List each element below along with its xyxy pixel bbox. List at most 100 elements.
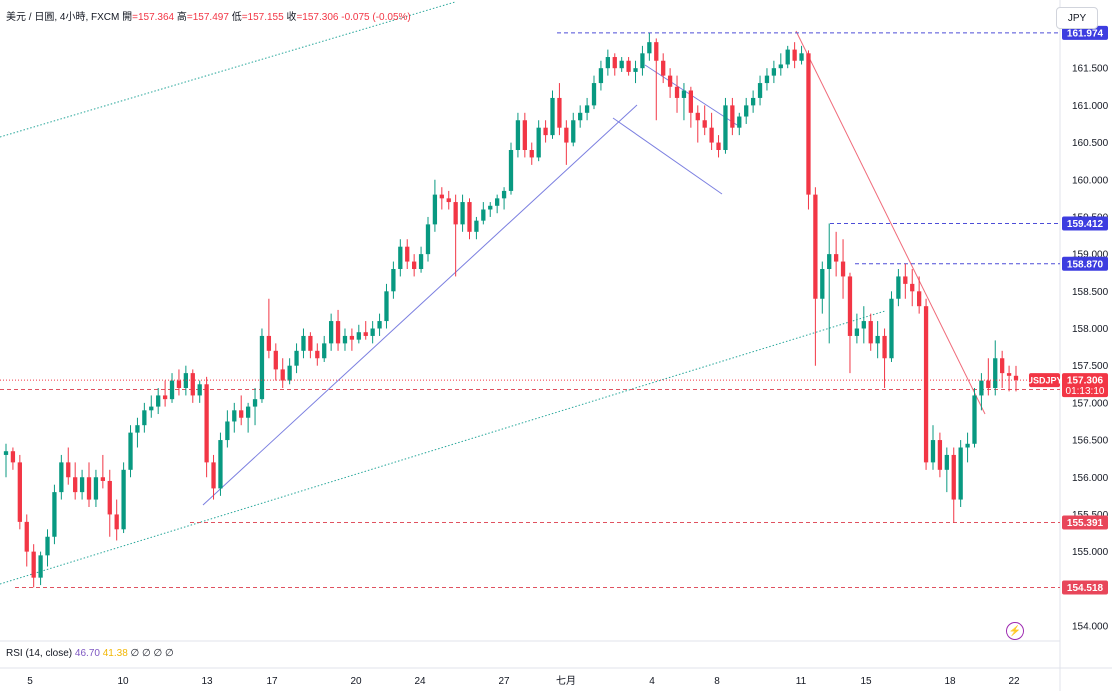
candle-body <box>328 321 334 344</box>
candle-body <box>1006 373 1012 376</box>
candle-body <box>792 49 797 61</box>
symbol-label: USDJPY <box>1026 376 1062 386</box>
y-tick-label: 158.500 <box>1072 287 1109 298</box>
candle-body <box>495 198 500 206</box>
candle-body <box>301 335 306 351</box>
candle-body <box>100 477 105 481</box>
candle-body <box>578 112 583 121</box>
x-tick-label: 11 <box>796 676 807 687</box>
candle-body <box>827 254 832 269</box>
candle-body <box>903 276 908 284</box>
candle-body <box>861 321 866 329</box>
candle-body <box>453 202 458 225</box>
candle-body <box>515 120 521 150</box>
price-level-label: 159.412 <box>1067 219 1104 230</box>
x-tick-label: 22 <box>1008 676 1020 687</box>
candle-body <box>702 120 707 128</box>
candle-body <box>287 365 292 381</box>
candle-body <box>38 555 43 578</box>
candle-body <box>944 454 949 470</box>
lightning-icon[interactable]: ⚡ <box>1006 622 1024 640</box>
candle-body <box>799 53 804 61</box>
candle-body <box>508 150 514 191</box>
candle-body <box>501 190 507 199</box>
rsi-value-1: 46.70 <box>74 648 100 659</box>
candle-body <box>121 469 126 530</box>
channel-upper-line <box>0 1 456 138</box>
y-tick-label: 155.500 <box>1072 510 1109 521</box>
candle-body <box>481 209 486 221</box>
candle-body <box>557 97 562 128</box>
candle-body <box>958 447 963 500</box>
y-tick-label: 154.000 <box>1072 622 1109 633</box>
candle-body <box>363 332 368 336</box>
rsi-legend: RSI (14, close) 46.70 41.38 ∅ ∅ ∅ ∅ <box>6 648 174 659</box>
candle-body <box>156 395 161 407</box>
candle-body <box>889 298 894 359</box>
candle-body <box>813 194 818 299</box>
candle-body <box>847 276 853 336</box>
candle-body <box>598 68 604 84</box>
candle-body <box>757 83 763 98</box>
candle-body <box>1013 375 1019 381</box>
candle-body <box>107 480 112 515</box>
candle-body <box>398 246 403 269</box>
candle-body <box>467 202 472 232</box>
candle-body <box>986 380 991 388</box>
price-level-tag <box>1062 216 1108 231</box>
x-tick-label: 13 <box>201 676 213 687</box>
candle-body <box>356 332 361 340</box>
candle-body <box>529 150 534 158</box>
y-tick-label: 156.500 <box>1072 436 1109 447</box>
downtrend-line <box>795 30 986 415</box>
candle-body <box>460 202 465 225</box>
candle-body <box>550 97 555 136</box>
candle-body <box>418 254 424 269</box>
candle-body <box>674 86 680 98</box>
candle-body <box>370 328 375 336</box>
candle-body <box>405 246 410 262</box>
candle-body <box>896 276 901 299</box>
candle-body <box>183 373 189 388</box>
candle-body <box>252 399 258 407</box>
candle-body <box>972 395 977 444</box>
low-value: =157.155 <box>241 12 284 23</box>
candle-body <box>10 451 16 463</box>
candle-body <box>750 97 756 106</box>
x-tick-label: 18 <box>944 676 956 687</box>
candle-body <box>232 410 237 422</box>
candle-body <box>522 120 527 150</box>
rsi-extra: ∅ ∅ ∅ ∅ <box>130 648 174 659</box>
candle-body <box>910 283 915 292</box>
candle-body <box>135 425 140 433</box>
countdown-label: 01:13:10 <box>1066 386 1105 397</box>
candle-body <box>571 120 576 143</box>
price-level-tag <box>1062 256 1108 271</box>
candle-body <box>349 335 355 340</box>
candle-body <box>951 454 956 500</box>
x-tick-label: 15 <box>860 676 872 687</box>
candle-body <box>197 384 202 396</box>
candle-body <box>432 194 438 225</box>
candle-body <box>764 75 770 84</box>
close-value: =157.306 <box>296 12 339 23</box>
candle-body <box>930 440 936 463</box>
candle-body <box>342 335 348 344</box>
price-level-tag <box>1062 515 1108 530</box>
candle-body <box>564 127 569 143</box>
candle-body <box>737 116 742 128</box>
candle-body <box>875 335 880 344</box>
y-tick-label: 160.500 <box>1072 138 1109 149</box>
currency-button[interactable]: JPY <box>1056 7 1098 29</box>
candle-body <box>391 269 396 292</box>
price-level-label: 154.518 <box>1067 583 1104 594</box>
open-value: =157.364 <box>132 12 175 23</box>
candle-body <box>730 105 735 128</box>
candle-body <box>820 269 825 299</box>
candle-body <box>211 462 216 489</box>
candle-body <box>225 421 230 441</box>
candle-body <box>294 350 299 366</box>
y-tick-label: 155.000 <box>1072 547 1109 558</box>
price-level-tag <box>1062 580 1108 595</box>
